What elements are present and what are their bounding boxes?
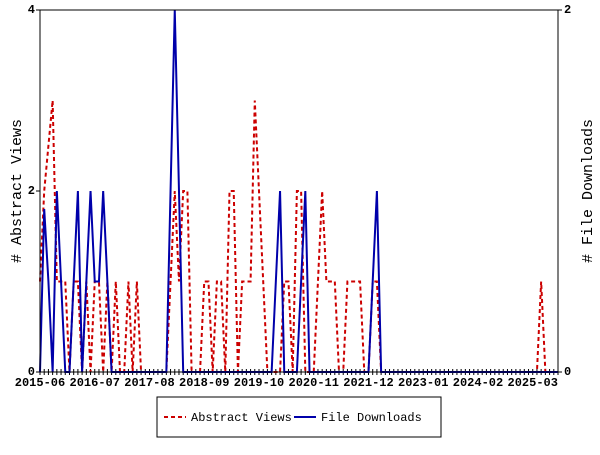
x-tick-label: 2020-11 [289, 376, 339, 390]
legend-label: File Downloads [321, 411, 422, 425]
y2-axis-title: # File Downloads [580, 119, 597, 263]
y2-tick-label: 2 [564, 3, 571, 17]
x-tick-label: 2024-02 [453, 376, 503, 390]
x-tick-label: 2019-10 [234, 376, 284, 390]
y2-tick-label: 0 [564, 365, 571, 379]
x-tick-label: 2025-03 [508, 376, 558, 390]
x-tick-label: 2015-06 [15, 376, 65, 390]
x-tick-label: 2016-07 [70, 376, 120, 390]
y-tick-label: 4 [28, 3, 35, 17]
y-tick-label: 2 [28, 184, 35, 198]
x-tick-label: 2023-01 [398, 376, 448, 390]
x-tick-label: 2017-08 [124, 376, 174, 390]
plot-frame [39, 9, 559, 373]
y-axis-title: # Abstract Views [9, 119, 26, 263]
x-tick-label: 2018-09 [179, 376, 229, 390]
y-tick-label: 0 [28, 365, 35, 379]
x-tick-label: 2021-12 [343, 376, 393, 390]
legend-label: Abstract Views [191, 411, 292, 425]
